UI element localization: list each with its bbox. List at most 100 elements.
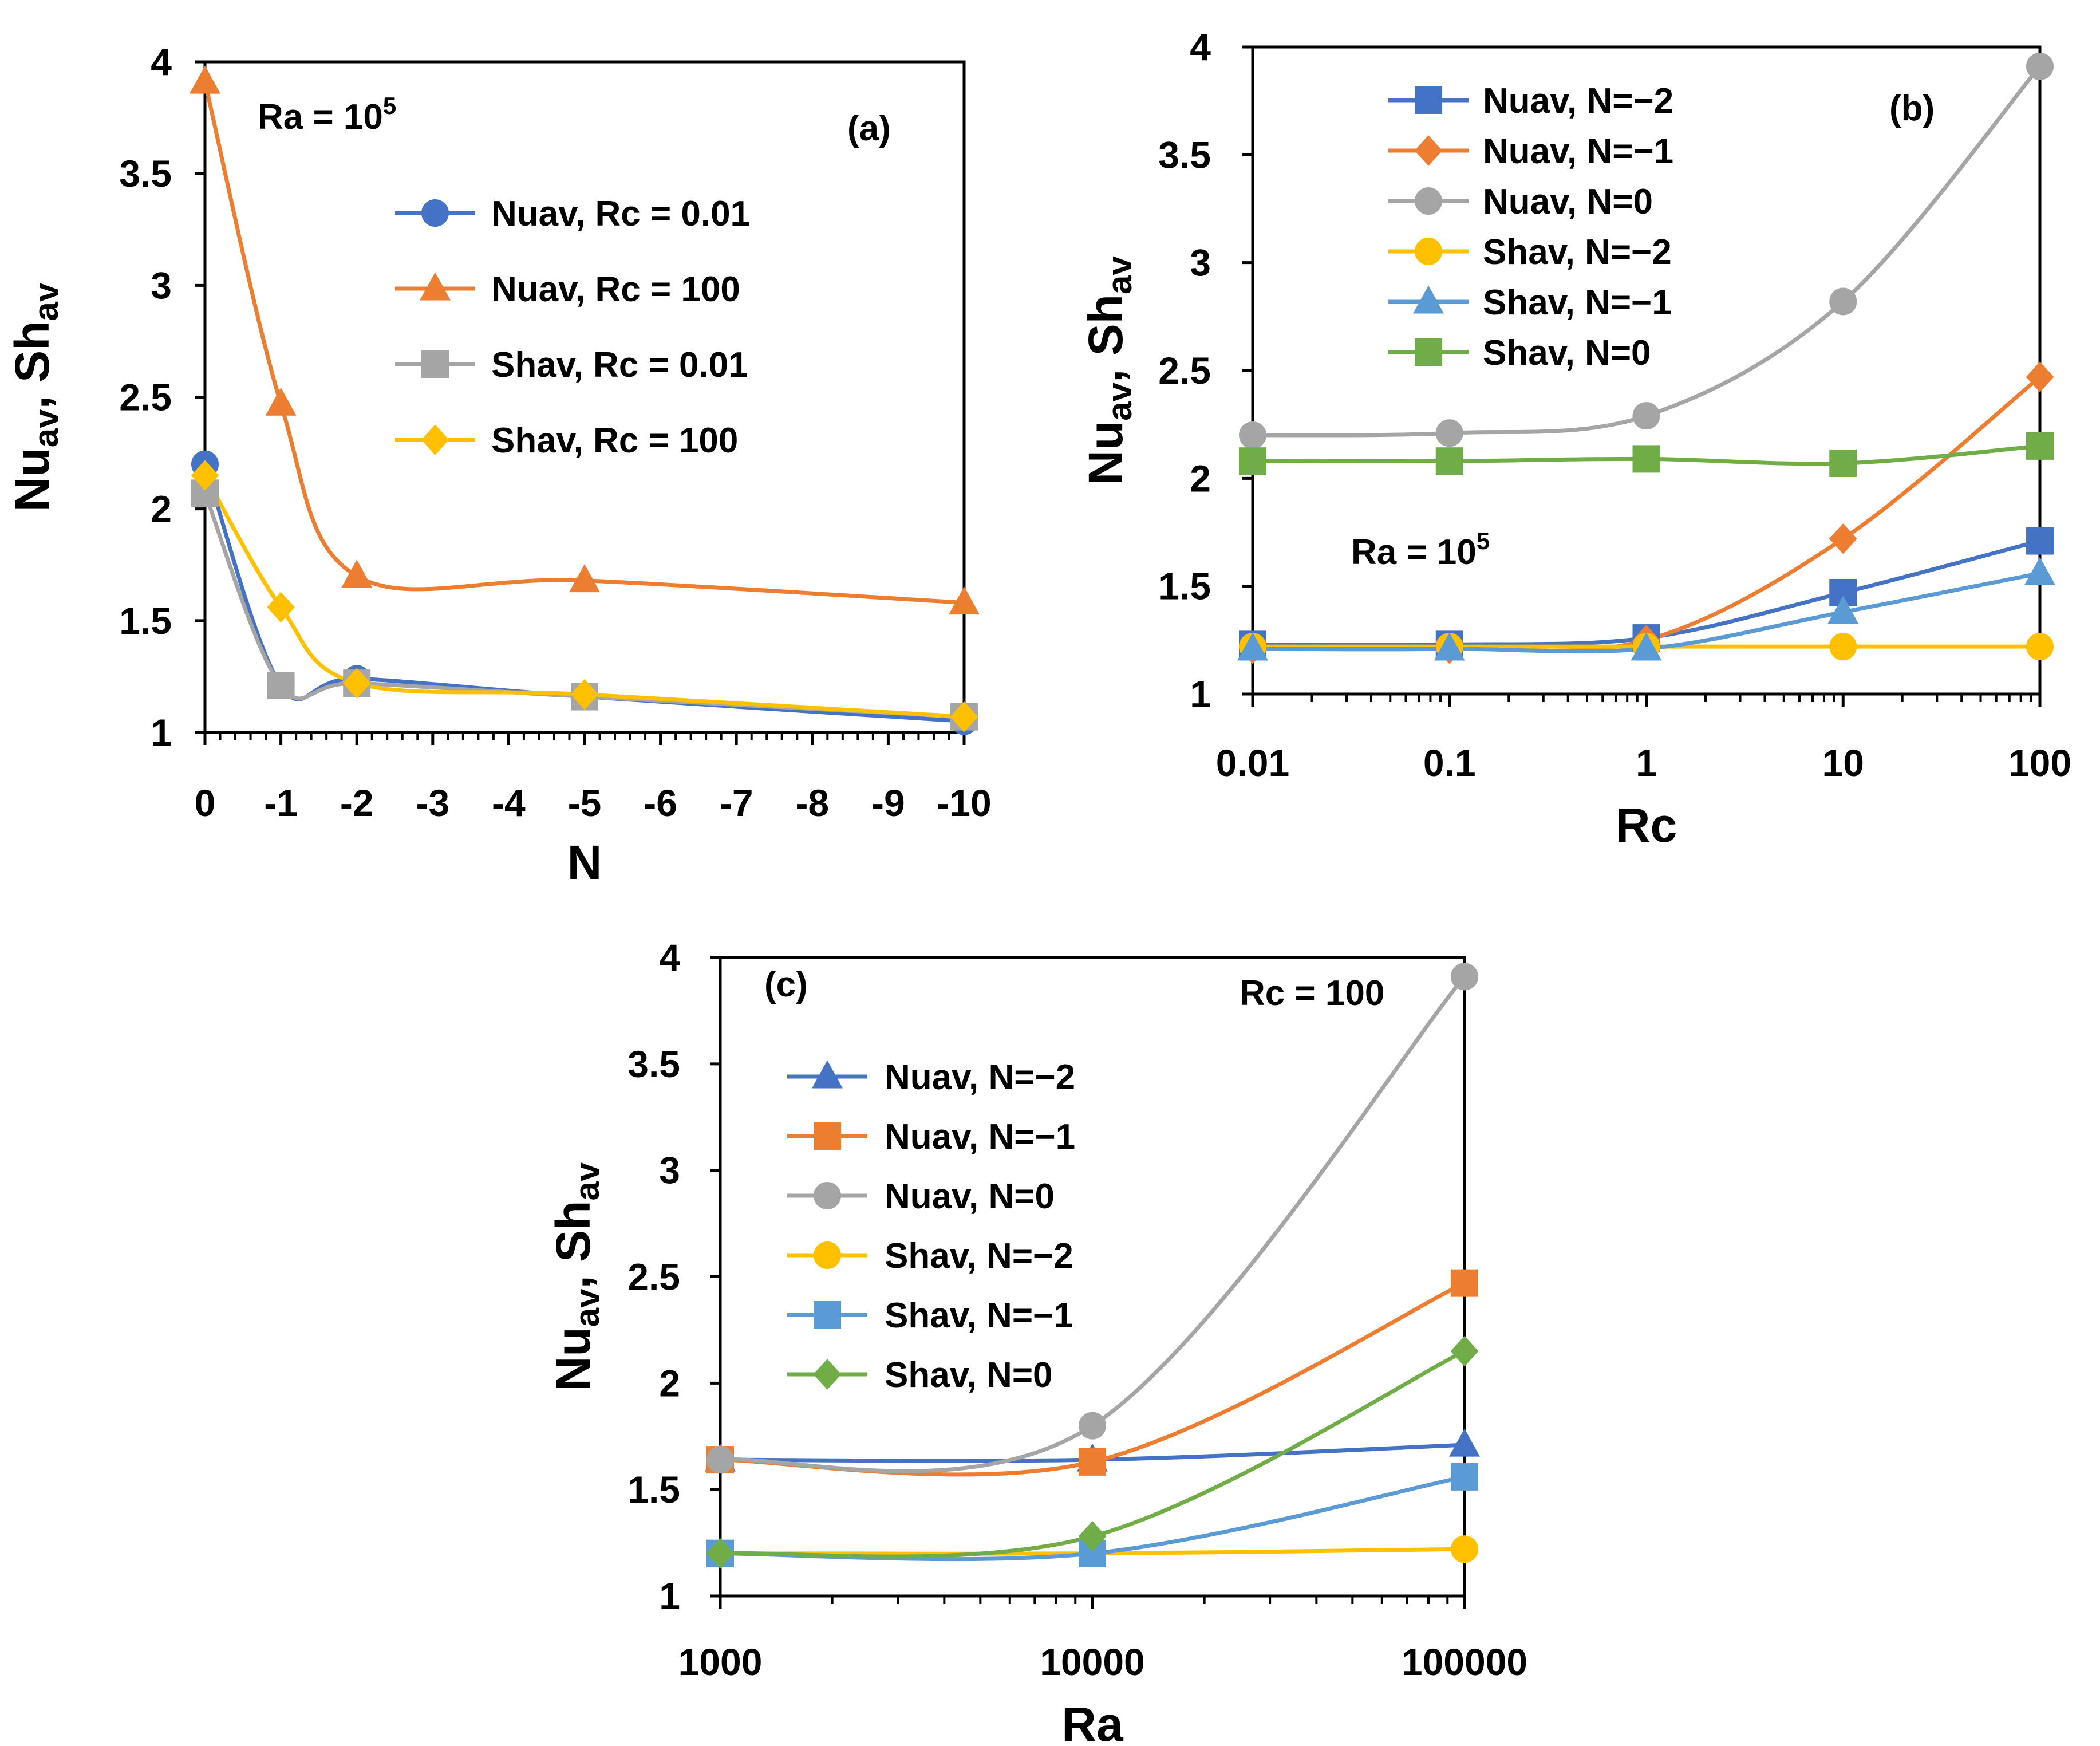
chart-c-y-tick-label: 3 bbox=[659, 1149, 680, 1192]
chart-b-series-1-point bbox=[2026, 361, 2054, 393]
chart-b-legend-5-label: Shav, N=0 bbox=[1483, 333, 1651, 373]
chart-b-legend-4-marker bbox=[1413, 285, 1444, 314]
chart-b-series-2-line bbox=[1250, 64, 2042, 438]
chart-c-series-2-line bbox=[718, 974, 1467, 1473]
chart-a-annotation: Ra = 105 bbox=[258, 92, 396, 137]
chart-a-y-tick-label: 1 bbox=[151, 711, 172, 754]
chart-a-y-tick-label: 4 bbox=[151, 41, 172, 83]
chart-b-y-tick-label: 3.5 bbox=[1158, 133, 1211, 176]
chart-a-series-1-point bbox=[190, 65, 220, 94]
chart-c-legend-3-marker bbox=[814, 1241, 841, 1269]
chart-b-series-4-point bbox=[1631, 632, 1662, 661]
chart-b-x-tick-label: 0.01 bbox=[1216, 742, 1289, 784]
chart-b-panel-label: (b) bbox=[1889, 89, 1935, 128]
chart-b-x-tick-label: 10 bbox=[1822, 742, 1864, 784]
chart-c-legend-4-marker bbox=[814, 1301, 841, 1329]
chart-b-series-5-point bbox=[1435, 447, 1463, 475]
chart-b-y-tick-label: 2.5 bbox=[1158, 349, 1211, 392]
chart-a-x-tick-label: -5 bbox=[568, 782, 602, 824]
chart-a-series-3-point bbox=[191, 460, 219, 491]
chart-c-series-5-point bbox=[1450, 1335, 1479, 1367]
chart-c-plot-frame bbox=[719, 956, 1466, 1598]
chart-c-y-tick-label: 4 bbox=[659, 936, 680, 979]
chart-b-y-tick-label: 1.5 bbox=[1158, 565, 1211, 608]
chart-c-legend-1-marker bbox=[814, 1122, 841, 1150]
chart-c-x-tick-label: 10000 bbox=[1040, 1641, 1145, 1683]
chart-a-series-1-point bbox=[949, 586, 980, 615]
chart-a-x-axis-title: N bbox=[567, 835, 602, 889]
chart-a-x-tick-label: -10 bbox=[937, 782, 991, 824]
chart-b-series-0-point bbox=[1829, 578, 1857, 606]
chart-b-y-tick-label: 4 bbox=[1190, 26, 1211, 68]
chart-b-legend-1-label: Nuav, N=−1 bbox=[1483, 132, 1673, 171]
chart-b-series-5-point bbox=[2026, 432, 2054, 460]
chart-c-legend-3-label: Shav, N=−2 bbox=[885, 1236, 1073, 1276]
chart-b-legend-2-label: Nuav, N=0 bbox=[1483, 182, 1653, 222]
chart-b-x-axis-title: Rc bbox=[1616, 798, 1677, 852]
chart-c-y-tick-label: 2 bbox=[659, 1362, 680, 1404]
chart-c-series-4-point bbox=[1451, 1463, 1478, 1491]
chart-c-series-0-point bbox=[1449, 1428, 1480, 1457]
chart-c-x-tick-label: 100000 bbox=[1402, 1641, 1527, 1683]
chart-c-legend-1-label: Nuav, N=−1 bbox=[885, 1117, 1075, 1157]
chart-b-legend-5-marker bbox=[1415, 338, 1442, 366]
chart-a-legend-1-marker bbox=[420, 272, 451, 301]
chart-a-series-1-point bbox=[265, 387, 297, 416]
chart-a-series-3-point bbox=[342, 668, 371, 699]
chart-a-legend-2-marker bbox=[421, 350, 449, 378]
chart-b-legend-2-marker bbox=[1415, 187, 1442, 215]
chart-b-legend-3-label: Shav, N=−2 bbox=[1483, 232, 1672, 272]
chart-c-y-tick-label: 3.5 bbox=[627, 1043, 680, 1085]
chart-a-x-tick-label: -3 bbox=[416, 782, 449, 824]
chart-c-series-5-point bbox=[706, 1538, 735, 1569]
chart-b-legend-0-marker bbox=[1415, 86, 1442, 114]
chart-b-series-4-point bbox=[2024, 557, 2055, 585]
chart-c-panel: 1 1.5 2 2.5 3 3.5 4 1000 10000 100000 Ra Nuav, Shav… bbox=[546, 936, 1527, 1746]
chart-a-series-0-line bbox=[203, 462, 966, 723]
chart-a-plot-frame bbox=[203, 60, 966, 734]
chart-a-y-tick-label: 2 bbox=[151, 488, 172, 530]
chart-a-x-tick-label: -4 bbox=[492, 782, 526, 824]
chart-b-series-2-point bbox=[1239, 421, 1266, 449]
chart-b-series-3-point bbox=[1829, 633, 1857, 661]
chart-c-y-tick-label: 1 bbox=[659, 1575, 680, 1617]
chart-a-x-tick-label: -7 bbox=[720, 782, 753, 824]
chart-b-series-5-point bbox=[1829, 449, 1857, 477]
chart-c-legend-4-label: Shav, N=−1 bbox=[885, 1296, 1073, 1335]
chart-b-series-3-point bbox=[2026, 633, 2054, 661]
chart-b-panel: 1 1.5 2 2.5 3 3.5 4 0.01 0.1 1 10 100 Rc Nuav, Shav (b… bbox=[1079, 26, 2071, 852]
chart-c-legend-0-marker bbox=[812, 1060, 843, 1089]
chart-a-x-tick-label: -8 bbox=[795, 782, 829, 824]
chart-c-x-axis-title: Ra bbox=[1061, 1697, 1124, 1746]
chart-b-legend-4-label: Shav, N=−1 bbox=[1483, 283, 1672, 322]
chart-a-series-2-point bbox=[267, 672, 295, 700]
chart-a-y-tick-label: 3 bbox=[151, 264, 172, 306]
chart-a-panel-label: (a) bbox=[847, 109, 891, 148]
chart-b-series-1-point bbox=[1829, 523, 1857, 554]
chart-c-x-tick-label: 1000 bbox=[678, 1641, 763, 1683]
chart-c-y-axis-title: Nuav, Shav bbox=[546, 1162, 606, 1391]
chart-c-series-3-point bbox=[1451, 1535, 1478, 1563]
chart-a-legend-0-label: Nuav, Rc = 0.01 bbox=[491, 194, 750, 234]
chart-a-series-3-point bbox=[267, 592, 295, 623]
chart-c-series-5-point bbox=[1078, 1521, 1107, 1552]
chart-c-legend-2-marker bbox=[814, 1182, 841, 1209]
chart-b-legend-3-marker bbox=[1415, 238, 1442, 265]
chart-b-series-4-point bbox=[1434, 632, 1465, 661]
chart-c-y-tick-label: 1.5 bbox=[627, 1468, 680, 1511]
chart-b-series-4-point bbox=[1237, 632, 1268, 661]
chart-b-series-4-point bbox=[1827, 596, 1859, 624]
chart-b-y-tick-label: 2 bbox=[1190, 457, 1211, 499]
chart-b-series-5-point bbox=[1239, 447, 1266, 475]
chart-b-x-tick-label: 1 bbox=[1636, 742, 1657, 784]
chart-c-series-1-point bbox=[1079, 1448, 1106, 1476]
chart-b-series-2-point bbox=[1435, 419, 1463, 447]
chart-a-series-1-line bbox=[203, 80, 966, 605]
chart-b-legend-0-label: Nuav, N=−2 bbox=[1483, 81, 1673, 121]
chart-c-annotation: Rc = 100 bbox=[1240, 973, 1384, 1013]
chart-c-legend-0-label: Nuav, N=−2 bbox=[885, 1058, 1075, 1097]
chart-a-x-tick-label: -1 bbox=[264, 782, 298, 824]
chart-b-series-0-point bbox=[2026, 527, 2054, 555]
chart-c-series-2-point bbox=[1451, 963, 1478, 991]
